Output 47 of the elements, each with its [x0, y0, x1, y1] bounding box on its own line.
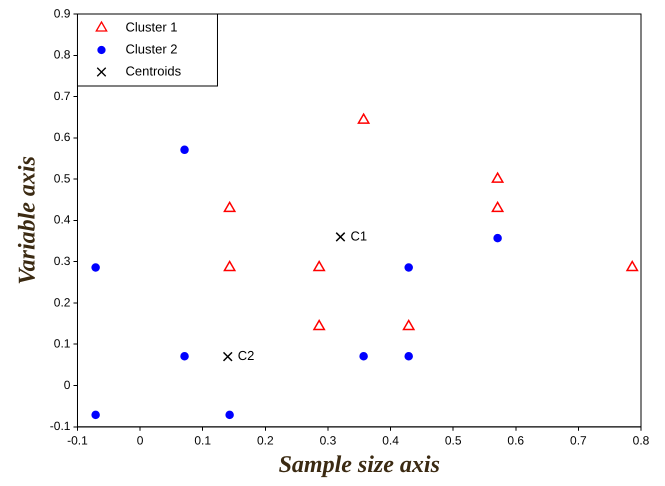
x-tick-label: -0.1 [67, 433, 88, 448]
point [492, 172, 504, 183]
y-tick-label: 0.4 [54, 212, 71, 227]
y-tick-label: 0.3 [54, 254, 71, 268]
x-tick-label: 0.1 [194, 433, 212, 448]
point [404, 352, 413, 360]
point [493, 234, 502, 242]
x-tick-label: 0.7 [570, 433, 588, 448]
point [358, 113, 370, 124]
point [224, 202, 236, 212]
y-tick-label: 0 [64, 378, 71, 392]
point [225, 410, 234, 420]
x-tick-label: 0.6 [507, 433, 524, 448]
legend-label: Cluster 1 [125, 20, 178, 35]
y-tick-label: -0.1 [50, 419, 71, 434]
point [313, 320, 326, 330]
point [359, 352, 368, 360]
x-tick-label: 0.4 [382, 433, 400, 448]
point [91, 263, 100, 272]
x-tick-label: 0.2 [256, 433, 274, 448]
y-tick-label: 0.2 [54, 295, 71, 310]
point [335, 232, 346, 242]
point [626, 260, 638, 272]
point [224, 260, 236, 272]
x-tick-label: 0.5 [444, 433, 462, 448]
point [180, 352, 189, 360]
y-tick-label: 0.6 [54, 130, 71, 144]
x-tick-label: 0 [136, 433, 144, 448]
y-tick-label: 0.7 [54, 88, 71, 103]
point [404, 263, 413, 272]
x-axis-title: Sample size axis [278, 452, 440, 478]
point [492, 202, 504, 212]
legend-label: Cluster 2 [125, 42, 178, 57]
y-tick-label: 0.1 [54, 336, 71, 351]
y-tick-label: 0.5 [54, 171, 71, 186]
point [222, 352, 233, 362]
x-tick-label: 0.3 [320, 433, 337, 448]
point [313, 260, 326, 272]
point [91, 410, 100, 420]
annotation: C1 [350, 228, 368, 244]
y-tick-label: 0.9 [54, 6, 71, 20]
y-axis-title: Variable axis [14, 156, 41, 285]
point [402, 320, 415, 330]
legend-label: Centroids [125, 64, 182, 79]
annotation: C2 [238, 348, 254, 364]
x-tick-label: 0.8 [632, 433, 650, 448]
y-tick-label: 0.8 [54, 48, 71, 62]
